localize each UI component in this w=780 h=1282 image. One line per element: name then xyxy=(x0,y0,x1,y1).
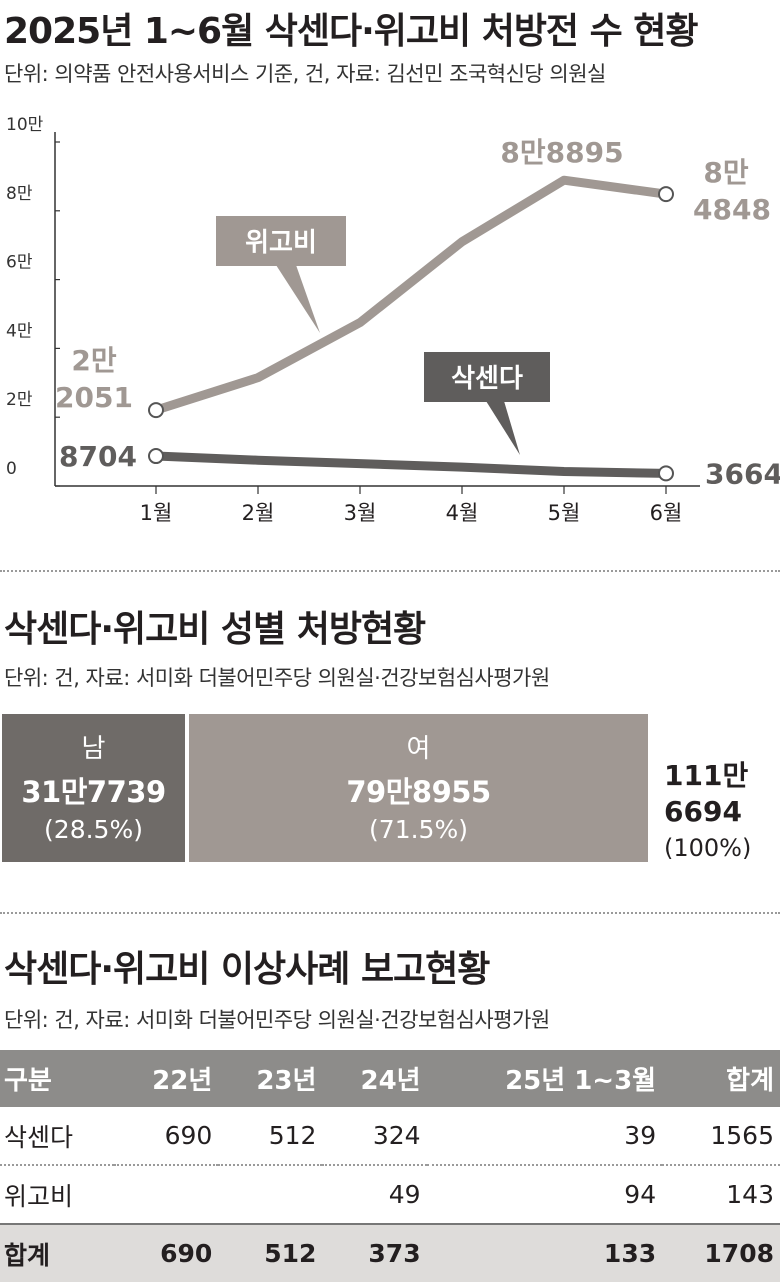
wegovy-callout-label: 위고비 xyxy=(245,228,317,258)
table-cell: 1708 xyxy=(662,1223,780,1282)
table-cell: 373 xyxy=(322,1223,427,1282)
gender-subtitle: 단위: 건, 자료: 서미화 더불어민주당 의원실·건강보험심사평가원 xyxy=(4,666,550,690)
table-header-row: 구분 22년 23년 24년 25년 1~3월 합계 xyxy=(0,1050,780,1107)
chart-title: 2025년 1~6월 삭센다·위고비 처방전 수 현황 xyxy=(4,11,698,52)
x-tick-label: 6월 xyxy=(650,501,683,525)
data-label: 2만 xyxy=(71,344,116,377)
table-cell: 39 xyxy=(426,1107,663,1166)
x-tick-label: 5월 xyxy=(548,501,581,525)
data-label: 8만8895 xyxy=(500,136,623,169)
series-line xyxy=(151,175,671,415)
data-label: 3664 xyxy=(705,457,780,490)
female-share-bar: 여 79만8955 (71.5%) xyxy=(189,714,648,862)
total-line2: 6694 xyxy=(664,795,742,828)
male-label: 남 xyxy=(81,734,106,764)
y-tick-label: 4만 xyxy=(6,321,33,341)
header-cell: 구분 xyxy=(0,1050,115,1107)
adverse-events-table: 구분 22년 23년 24년 25년 1~3월 합계 삭센다 690 512 3… xyxy=(0,1050,780,1282)
table-cell: 143 xyxy=(662,1165,780,1225)
table-cell: 690 xyxy=(114,1107,219,1166)
saxenda-callout-box xyxy=(424,352,550,402)
adverse-title: 삭센다·위고비 이상사례 보고현황 xyxy=(4,949,490,990)
x-tick-label: 1월 xyxy=(140,501,173,525)
y-tick-label: 8만 xyxy=(6,184,33,204)
table-cell: 133 xyxy=(426,1223,663,1282)
female-value: 79만8955 xyxy=(346,775,491,809)
total-line1: 111만 xyxy=(664,759,749,792)
endpoint-marker xyxy=(658,465,674,482)
wegovy-callout-box xyxy=(216,216,346,266)
gender-title: 삭센다·위고비 성별 처방현황 xyxy=(4,609,426,650)
table-cell: 512 xyxy=(218,1107,323,1166)
header-cell: 24년 xyxy=(322,1050,427,1107)
data-label: 8704 xyxy=(59,440,137,473)
chart-subtitle: 단위: 의약품 안전사용서비스 기준, 건, 자료: 김선민 조국혁신당 의원실 xyxy=(4,62,606,86)
endpoint-marker xyxy=(148,448,164,465)
table-total-row: 합계 690 512 373 133 1708 xyxy=(0,1223,780,1282)
table-row: 삭센다 690 512 324 39 1565 xyxy=(0,1107,780,1166)
data-label: 8만 xyxy=(703,156,748,189)
section-divider xyxy=(0,912,780,914)
table-cell: 위고비 xyxy=(0,1165,115,1225)
header-cell: 22년 xyxy=(114,1050,219,1107)
table-cell: 690 xyxy=(114,1223,219,1282)
section-divider xyxy=(0,570,780,572)
x-tick-label: 4월 xyxy=(446,501,479,525)
male-value: 31만7739 xyxy=(21,775,166,809)
prescription-line-chart: 0 2만 4만 6만 8만 10만 1월 2월 3월 4월 5월 6월 2만 2051 8만8895 8만 48… xyxy=(6,115,780,525)
x-tick-label: 2월 xyxy=(242,501,275,525)
data-label: 2051 xyxy=(55,381,133,414)
y-tick-label: 6만 xyxy=(6,253,33,273)
table-cell: 512 xyxy=(218,1223,323,1282)
header-cell: 23년 xyxy=(218,1050,323,1107)
x-tick-label: 3월 xyxy=(344,501,377,525)
table-cell: 324 xyxy=(322,1107,427,1166)
series-line xyxy=(151,451,671,478)
header-cell: 25년 1~3월 xyxy=(426,1050,663,1107)
table-cell: 1565 xyxy=(662,1107,780,1166)
saxenda-callout-pointer xyxy=(486,401,520,455)
table-cell: 합계 xyxy=(0,1223,115,1282)
table-cell: 94 xyxy=(426,1165,663,1225)
table-cell xyxy=(218,1165,323,1225)
male-percent: (28.5%) xyxy=(44,815,143,844)
y-tick-label: 0 xyxy=(6,459,17,479)
y-tick-label: 2만 xyxy=(6,390,33,410)
saxenda-callout-label: 삭센다 xyxy=(451,364,523,394)
table-cell: 삭센다 xyxy=(0,1107,115,1166)
header-cell: 합계 xyxy=(662,1050,780,1107)
adverse-subtitle: 단위: 건, 자료: 서미화 더불어민주당 의원실·건강보험심사평가원 xyxy=(4,1008,550,1032)
female-label: 여 xyxy=(406,734,431,764)
table-cell: 49 xyxy=(322,1165,427,1225)
male-share-bar: 남 31만7739 (28.5%) xyxy=(2,714,185,862)
total-percent: (100%) xyxy=(664,834,752,862)
gender-total: 111만 6694 (100%) xyxy=(664,758,751,866)
data-label: 4848 xyxy=(693,193,771,226)
female-percent: (71.5%) xyxy=(369,815,468,844)
y-tick-label: 10만 xyxy=(6,115,44,135)
table-row: 위고비 49 94 143 xyxy=(0,1165,780,1225)
table-cell xyxy=(114,1165,219,1225)
endpoint-marker xyxy=(658,186,674,203)
endpoint-marker xyxy=(148,402,164,419)
wegovy-callout-pointer xyxy=(276,265,320,333)
